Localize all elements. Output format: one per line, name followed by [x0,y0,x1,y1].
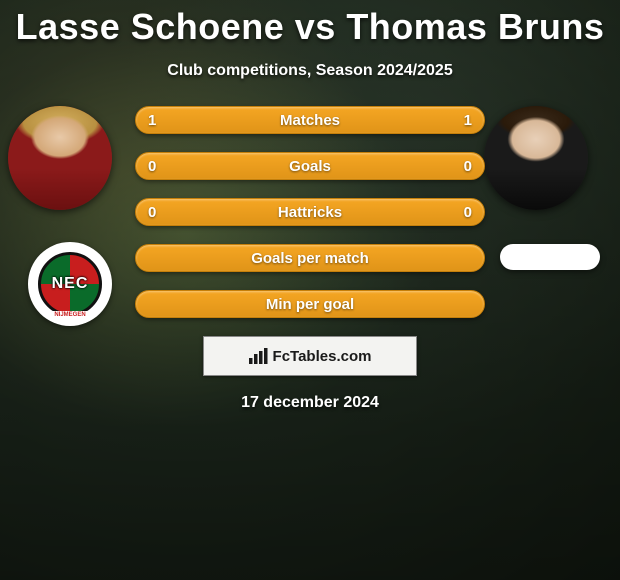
stat-value-right: 0 [464,204,472,221]
stat-label: Goals per match [251,250,369,267]
player-photo-right [484,106,588,210]
content: Lasse Schoene vs Thomas Bruns Club compe… [0,0,620,580]
stat-label: Goals [289,158,331,175]
nec-logo-city: NIJMEGEN [50,311,89,319]
stat-value-left: 0 [148,158,156,175]
stat-value-left: 0 [148,204,156,221]
player-photo-left-img [8,106,112,210]
fctables-badge: FcTables.com [203,336,417,376]
club-logo-left: NEC NIJMEGEN [28,242,112,326]
main-layout: NEC NIJMEGEN 1Matches10Goals00Hattricks0… [0,106,620,318]
player-photo-right-img [484,106,588,210]
fctables-label: FcTables.com [273,348,372,365]
stat-bar: Goals per match [135,244,485,272]
stat-value-right: 1 [464,112,472,129]
stat-label: Hattricks [278,204,342,221]
player-photo-left [8,106,112,210]
stat-value-right: 0 [464,158,472,175]
stat-bar: 0 Goals 0 [135,152,485,180]
club-logo-right [500,244,600,270]
stat-bar: 1 Matches 1 [135,106,485,134]
stat-value-left: 1 [148,112,156,129]
nec-logo-icon: NEC NIJMEGEN [38,252,102,316]
subtitle: Club competitions, Season 2024/2025 [167,62,452,80]
date-label: 17 december 2024 [241,394,379,412]
stat-bar: 0 Hattricks 0 [135,198,485,226]
stat-bar: Min per goal [135,290,485,318]
page-title: Lasse Schoene vs Thomas Bruns [16,6,605,48]
bar-chart-icon [249,348,269,364]
nec-logo-text: NEC [52,275,89,293]
stat-label: Min per goal [266,296,354,313]
stats-list: 1 Matches 1 0 Goals 0 0 Hattricks 0 Goals per mat… [135,106,485,318]
stat-label: Matches [280,112,340,129]
